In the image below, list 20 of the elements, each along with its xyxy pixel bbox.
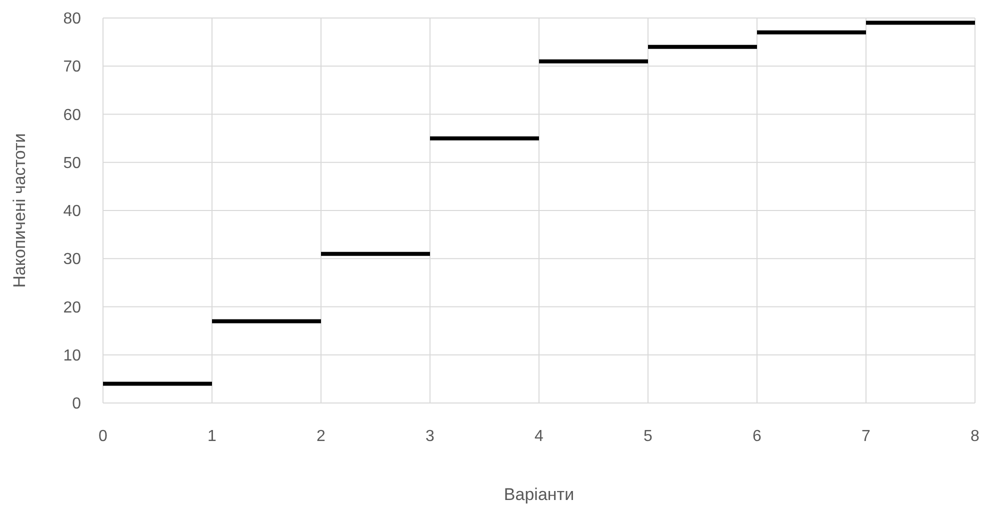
- x-tick-label: 2: [316, 428, 326, 445]
- x-tick-label: 0: [98, 428, 108, 445]
- y-tick-label: 50: [63, 154, 82, 172]
- x-tick-label: 7: [862, 428, 871, 445]
- x-tick-label: 8: [970, 428, 980, 445]
- x-tick-label: 4: [534, 428, 544, 445]
- y-tick-label: 70: [63, 58, 82, 76]
- x-tick-label: 1: [208, 428, 217, 445]
- y-tick-label: 0: [72, 396, 82, 413]
- y-axis-title: Накопичені частоти: [10, 133, 29, 288]
- y-tick-label: 30: [63, 251, 82, 268]
- y-tick-label: 20: [63, 299, 82, 316]
- y-tick-label: 10: [63, 347, 82, 364]
- x-axis-title: Варіанти: [504, 485, 574, 504]
- x-tick-label: 5: [644, 428, 653, 445]
- y-tick-label: 40: [63, 203, 82, 220]
- x-tick-label: 6: [752, 428, 762, 445]
- x-tick-label: 3: [426, 428, 435, 445]
- y-tick-label: 80: [63, 10, 82, 28]
- y-tick-label: 60: [63, 106, 82, 124]
